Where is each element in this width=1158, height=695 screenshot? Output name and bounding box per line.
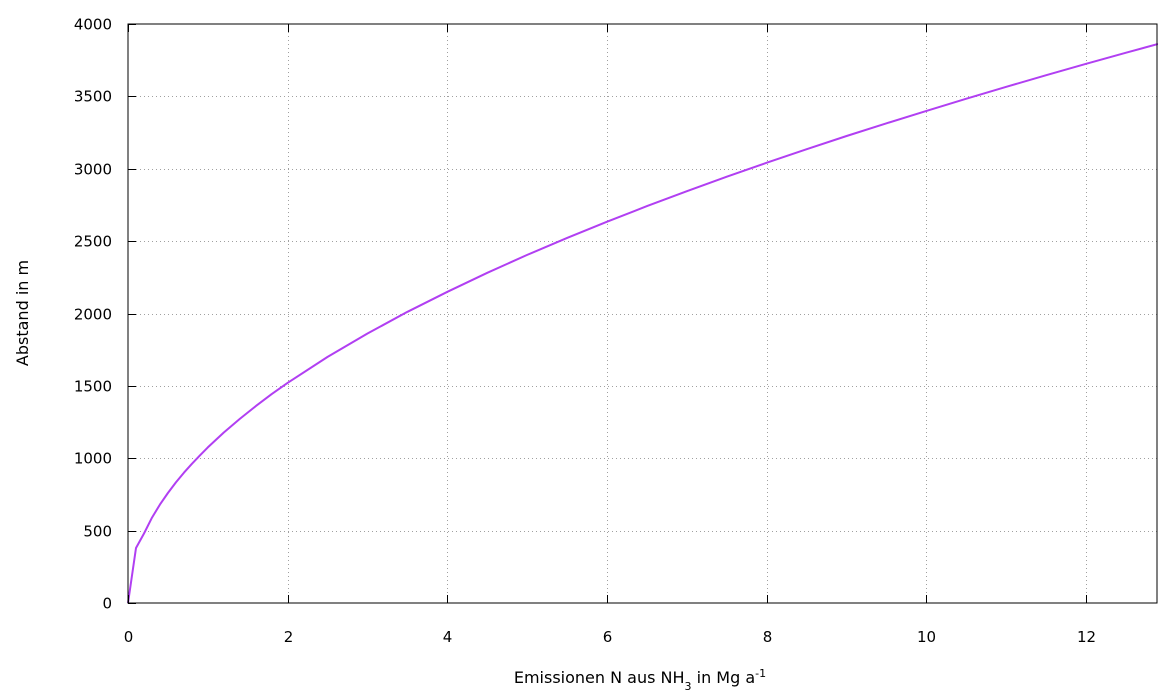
x-axis-label-main: Emissionen N aus NH bbox=[514, 668, 685, 687]
plot-frame bbox=[127, 23, 1158, 604]
y-tick-label: 0 bbox=[102, 595, 112, 613]
grid-lines bbox=[128, 24, 1158, 603]
x-tick-label: 10 bbox=[917, 628, 936, 646]
series-line bbox=[127, 43, 1158, 604]
x-tick-label: 8 bbox=[763, 628, 773, 646]
x-tick-label: 4 bbox=[443, 628, 453, 646]
x-tick-label: 6 bbox=[603, 628, 613, 646]
x-tick-label: 0 bbox=[124, 628, 134, 646]
tick-marks bbox=[128, 24, 1087, 604]
x-tick-labels: 0 2 4 6 8 10 12 bbox=[124, 628, 1096, 646]
x-axis-label-unit: in Mg a bbox=[692, 668, 756, 687]
x-tick-label: 12 bbox=[1077, 628, 1096, 646]
x-tick-label: 2 bbox=[284, 628, 294, 646]
x-axis-label: Emissionen N aus NH3 in Mg a-1 bbox=[514, 667, 766, 693]
y-tick-label: 4000 bbox=[74, 16, 112, 34]
data-series bbox=[127, 43, 1158, 604]
y-tick-label: 1500 bbox=[74, 378, 112, 396]
y-tick-labels: 0 500 1000 1500 2000 2500 3000 3500 4000 bbox=[74, 16, 112, 613]
x-axis-label-superscript: -1 bbox=[755, 667, 766, 680]
y-tick-label: 3000 bbox=[74, 161, 112, 179]
y-tick-label: 1000 bbox=[74, 450, 112, 468]
y-tick-label: 500 bbox=[83, 523, 112, 541]
x-axis-label-subscript: 3 bbox=[685, 680, 692, 693]
y-axis-label: Abstand in m bbox=[13, 260, 32, 366]
y-tick-label: 2000 bbox=[74, 306, 112, 324]
y-tick-label: 3500 bbox=[74, 88, 112, 106]
y-tick-label: 2500 bbox=[74, 233, 112, 251]
